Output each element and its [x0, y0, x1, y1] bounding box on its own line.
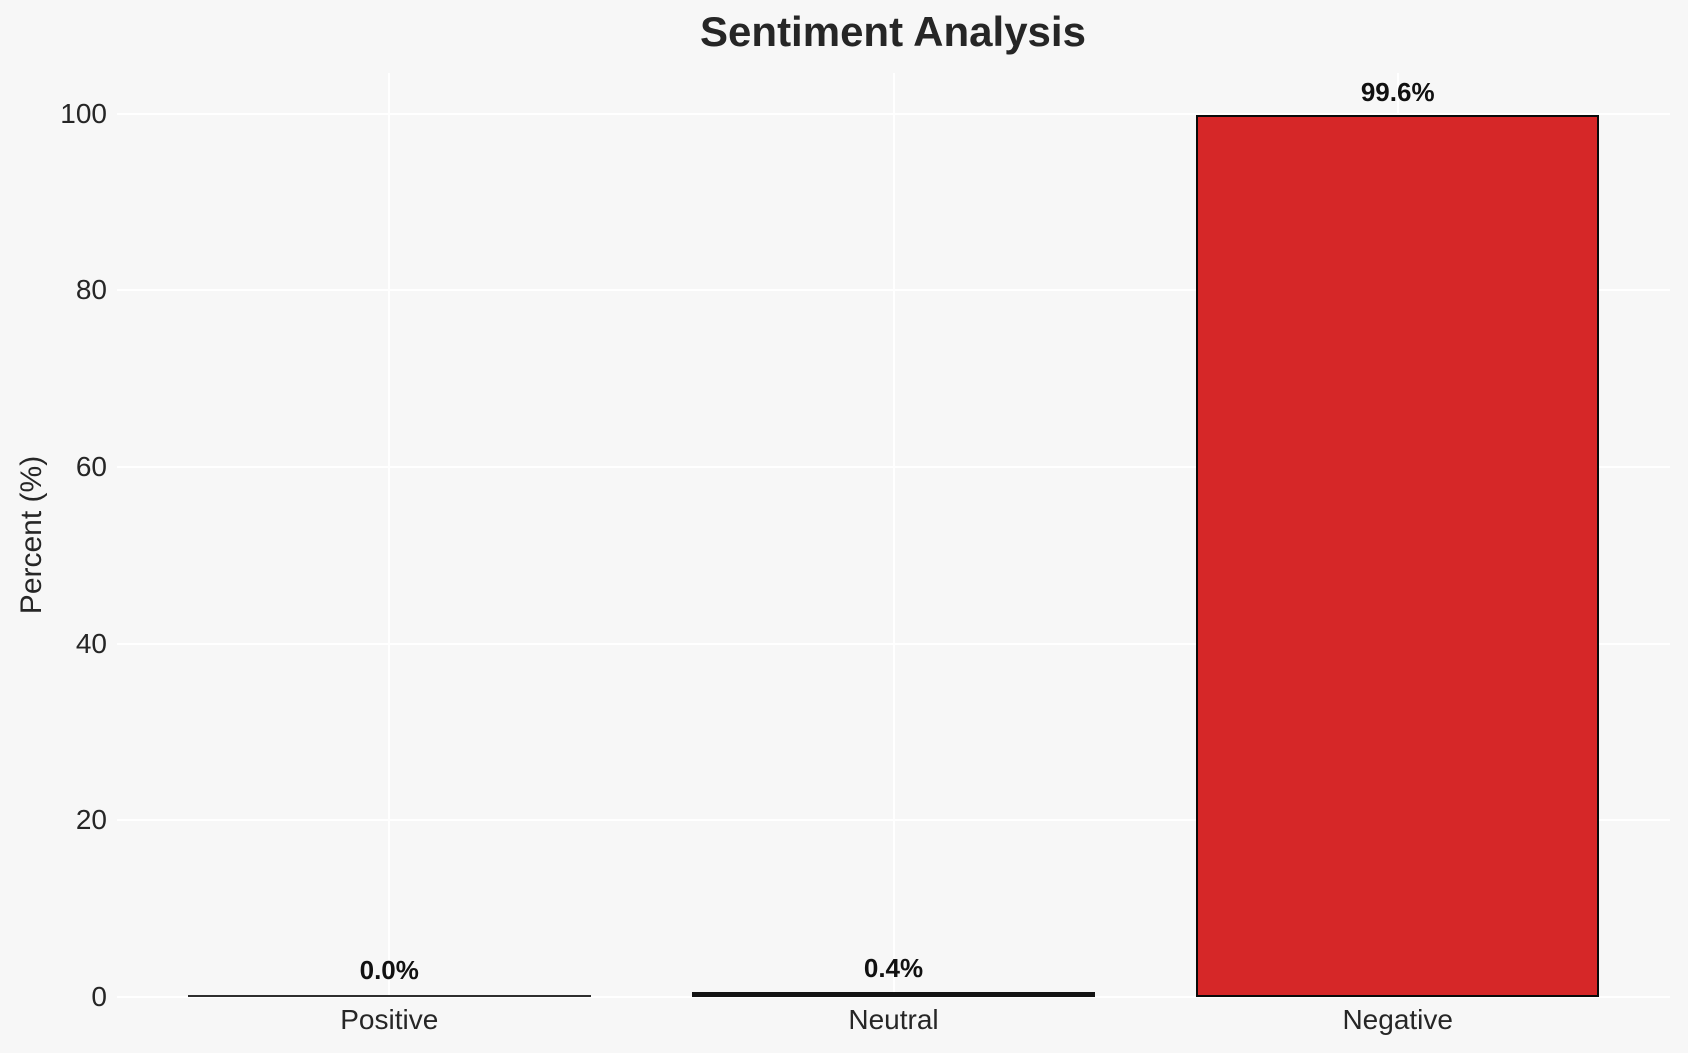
- y-tick-label-80: 80: [75, 274, 107, 306]
- y-tick-label-60: 60: [75, 450, 107, 482]
- plot-area: 0.0% 0.4% 99.6%: [117, 73, 1670, 998]
- y-tick-label-20: 20: [75, 804, 107, 836]
- bar-negative: [1196, 115, 1600, 997]
- bar-positive: [187, 995, 591, 997]
- v-gridline-positive: [388, 73, 391, 997]
- x-tick-label-negative: Negative: [1342, 1004, 1453, 1035]
- y-tick-label-100: 100: [60, 97, 107, 129]
- bar-neutral: [691, 992, 1096, 997]
- h-gridline-0: [117, 996, 1670, 998]
- value-label-negative: 99.6%: [1360, 77, 1435, 108]
- x-tick-label-positive: Positive: [340, 1004, 439, 1035]
- value-label-positive: 0.0%: [359, 955, 419, 985]
- x-tick-label-neutral: Neutral: [848, 1004, 939, 1035]
- value-label-neutral: 0.4%: [863, 953, 924, 984]
- v-gridline-neutral: [892, 73, 895, 997]
- y-tick-label-0: 0: [91, 981, 107, 1012]
- chart-title: Sentiment Analysis: [700, 8, 1086, 55]
- y-tick-label-40: 40: [75, 627, 107, 659]
